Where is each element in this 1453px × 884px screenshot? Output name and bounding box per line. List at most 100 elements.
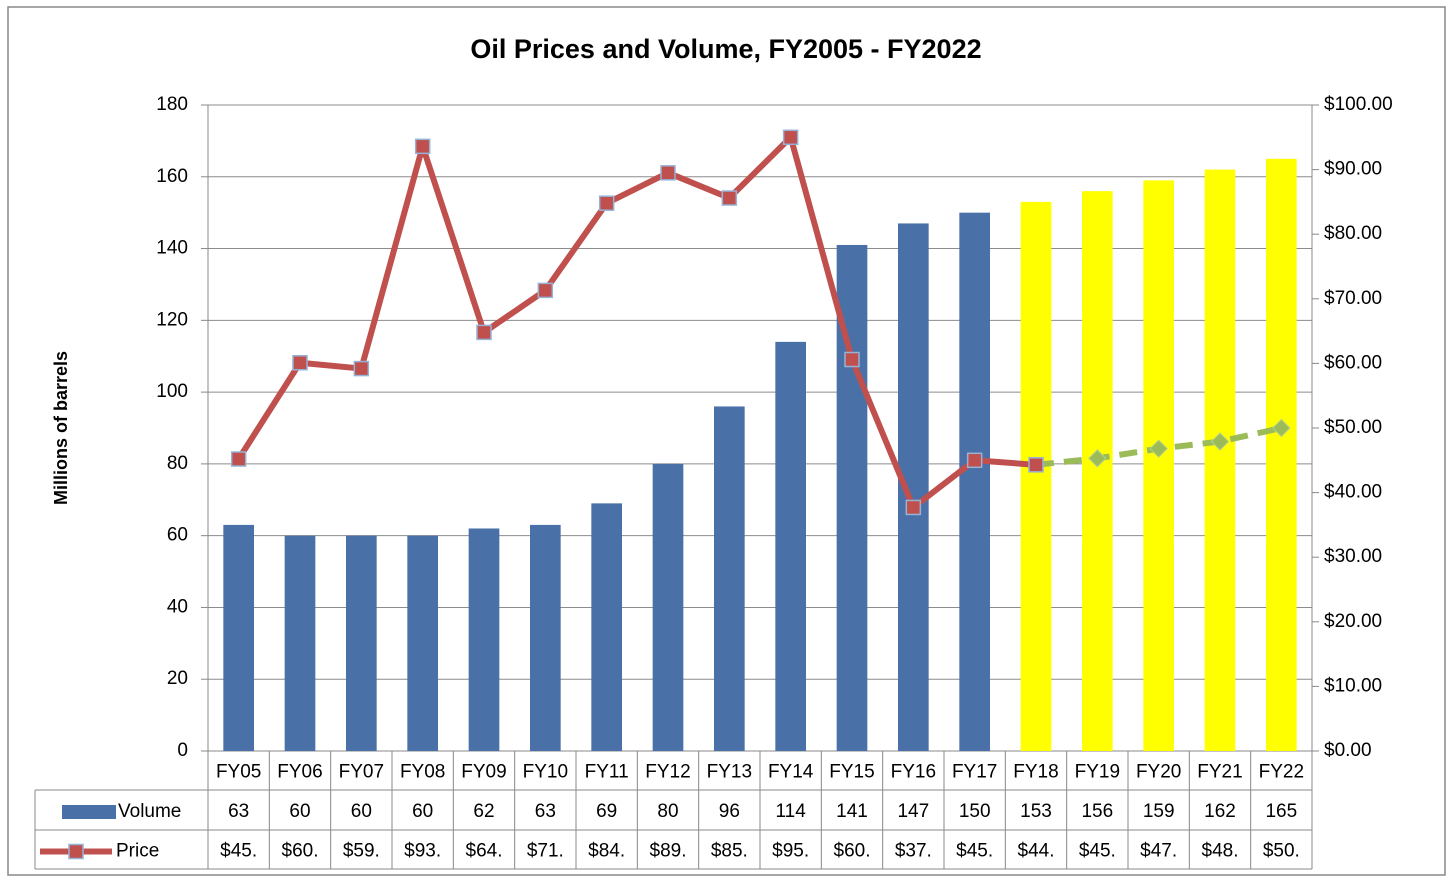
y-tick-label: 40 [167,596,188,617]
bar [714,406,745,751]
table-value: $37. [895,841,932,862]
marker [1088,449,1107,468]
table-value: 60 [289,801,310,822]
marker [905,499,922,516]
line [236,134,1037,511]
table-value: 150 [959,801,991,822]
table-value: $60. [282,841,319,862]
table-value: 60 [351,801,372,822]
bar [652,463,684,751]
y2-tick-label: $80.00 [1324,223,1382,244]
table-value: $50. [1263,841,1300,862]
x-tick-label: FY22 [1259,762,1304,783]
table-value: 159 [1143,801,1175,822]
x-tick-label: FY19 [1075,762,1120,783]
legend-label: Volume [118,801,181,822]
table-value: $85. [711,841,748,862]
marker [476,324,492,341]
marker [1028,457,1044,473]
marker [1210,432,1230,451]
table-value: $84. [588,841,625,862]
bar [223,524,254,751]
y2-tick-label: $30.00 [1324,546,1382,567]
marker [721,190,738,206]
y2-tick-label: $60.00 [1324,352,1382,373]
bar [775,341,806,751]
table-value: $95. [772,841,809,862]
marker [844,351,860,368]
x-tick-label: FY17 [952,762,997,783]
bar [530,524,561,751]
x-tick-label: FY18 [1013,762,1058,783]
legend-label: Price [116,841,159,862]
table-value: $71. [527,841,564,862]
bar [1143,180,1174,751]
table-value: 63 [535,801,556,822]
y-tick-label: 80 [167,453,188,474]
x-tick-label: FY16 [891,762,936,783]
x-tick-label: FY15 [829,762,874,783]
y2-tick-label: $10.00 [1324,675,1382,696]
x-tick-label: FY09 [461,762,506,783]
table-value: $93. [404,841,441,862]
table-value: 62 [473,801,494,822]
bar [407,535,438,751]
table-value: $59. [343,841,380,862]
bar [346,535,377,751]
x-tick-label: FY14 [768,762,814,783]
y-tick-label: 0 [177,740,188,761]
table-value: 165 [1265,801,1297,822]
marker [1149,439,1168,458]
bar [1020,201,1052,751]
marker [660,165,676,181]
marker [966,452,983,469]
x-tick-label: FY06 [277,762,322,783]
bar [284,535,316,751]
y2-tick-label: $20.00 [1324,611,1382,632]
x-tick-label: FY11 [585,762,629,783]
table-value: 141 [836,801,868,822]
marker [537,282,554,299]
table-value: 80 [657,801,678,822]
marker [598,195,615,211]
table-value: 60 [412,801,433,822]
table-value: $45. [220,841,257,862]
y-tick-label: 140 [156,238,188,259]
table-value: 156 [1081,801,1113,822]
table-value: 96 [719,801,740,822]
bar [959,212,990,751]
bar [1204,169,1236,752]
table-value: $89. [650,841,687,862]
x-tick-label: FY20 [1136,762,1181,783]
table-value: $64. [466,841,503,862]
y2-tick-label: $50.00 [1324,417,1382,438]
marker [353,360,370,377]
table-value: $48. [1202,841,1239,862]
table-value: 63 [228,801,249,822]
marker [292,355,308,371]
y-tick-label: 20 [167,668,188,689]
marker [1272,418,1291,438]
bar [1082,191,1113,752]
y-tick-label: 180 [156,94,188,115]
table-value: $45. [956,841,993,862]
table-value: $44. [1018,841,1055,862]
table-value: 114 [776,801,807,822]
x-tick-label: FY21 [1197,762,1242,783]
x-tick-label: FY08 [400,762,445,783]
table-value: $47. [1140,841,1177,862]
legend-swatch [62,805,116,819]
y-tick-label: 60 [167,525,188,546]
y-tick-label: 160 [156,166,188,187]
chart-title: Oil Prices and Volume, FY2005 - FY2022 [470,34,981,64]
y-axis-label: Millions of barrels [51,351,71,505]
table-value: 162 [1204,801,1236,822]
x-tick-label: FY10 [523,762,568,783]
y2-tick-label: $40.00 [1324,482,1382,503]
x-tick-label: FY05 [216,762,261,783]
y-tick-label: 100 [156,381,188,402]
x-tick-label: FY12 [645,762,690,783]
table-value: $45. [1079,841,1116,862]
bar [591,503,622,751]
